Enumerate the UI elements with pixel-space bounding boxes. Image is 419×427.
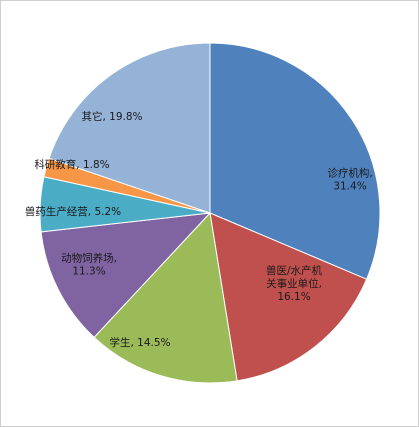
slice-label-5: 兽药生产经营, 5.2% [25, 205, 121, 218]
slice-label-2: 兽医/水产机关事业单位, 16.1% [266, 264, 323, 303]
slice-label-3: 学生, 14.5% [109, 336, 170, 349]
slice-label-line: 其它, 19.8% [81, 110, 142, 123]
slice-label-line: 科研教育, 1.8% [34, 158, 109, 171]
slice-label-line: 31.4% [333, 181, 366, 193]
slice-label-4: 动物饲养场, 11.3% [61, 252, 117, 278]
slice-label-line: 兽医/水产机 [266, 264, 323, 277]
slice-label-line: 16.1% [277, 291, 310, 303]
slice-label-line: 兽药生产经营, 5.2% [25, 205, 121, 218]
slice-label-1: 诊疗机构, 31.4% [327, 167, 372, 193]
pie-labels: 诊疗机构, 31.4% 兽医/水产机关事业单位, 16.1% 学生, 14.5% 动物饲养… [25, 110, 373, 349]
slice-label-6: 科研教育, 1.8% [34, 158, 109, 171]
slice-label-line: 诊疗机构, [327, 167, 372, 180]
pie-slice-1 [209, 42, 381, 280]
slice-label-7: 其它, 19.8% [81, 110, 142, 123]
pie-slice-2 [209, 212, 368, 382]
pie-slice-4 [40, 212, 212, 339]
pie-slice-3 [93, 211, 238, 384]
pie-slice-7 [48, 42, 211, 214]
slice-label-line: 关事业单位, [266, 277, 322, 290]
pie-slices [39, 42, 381, 384]
slice-label-line: 学生, 14.5% [109, 336, 170, 349]
slice-label-line: 动物饲养场, [61, 252, 117, 265]
slice-label-line: 11.3% [72, 266, 105, 278]
